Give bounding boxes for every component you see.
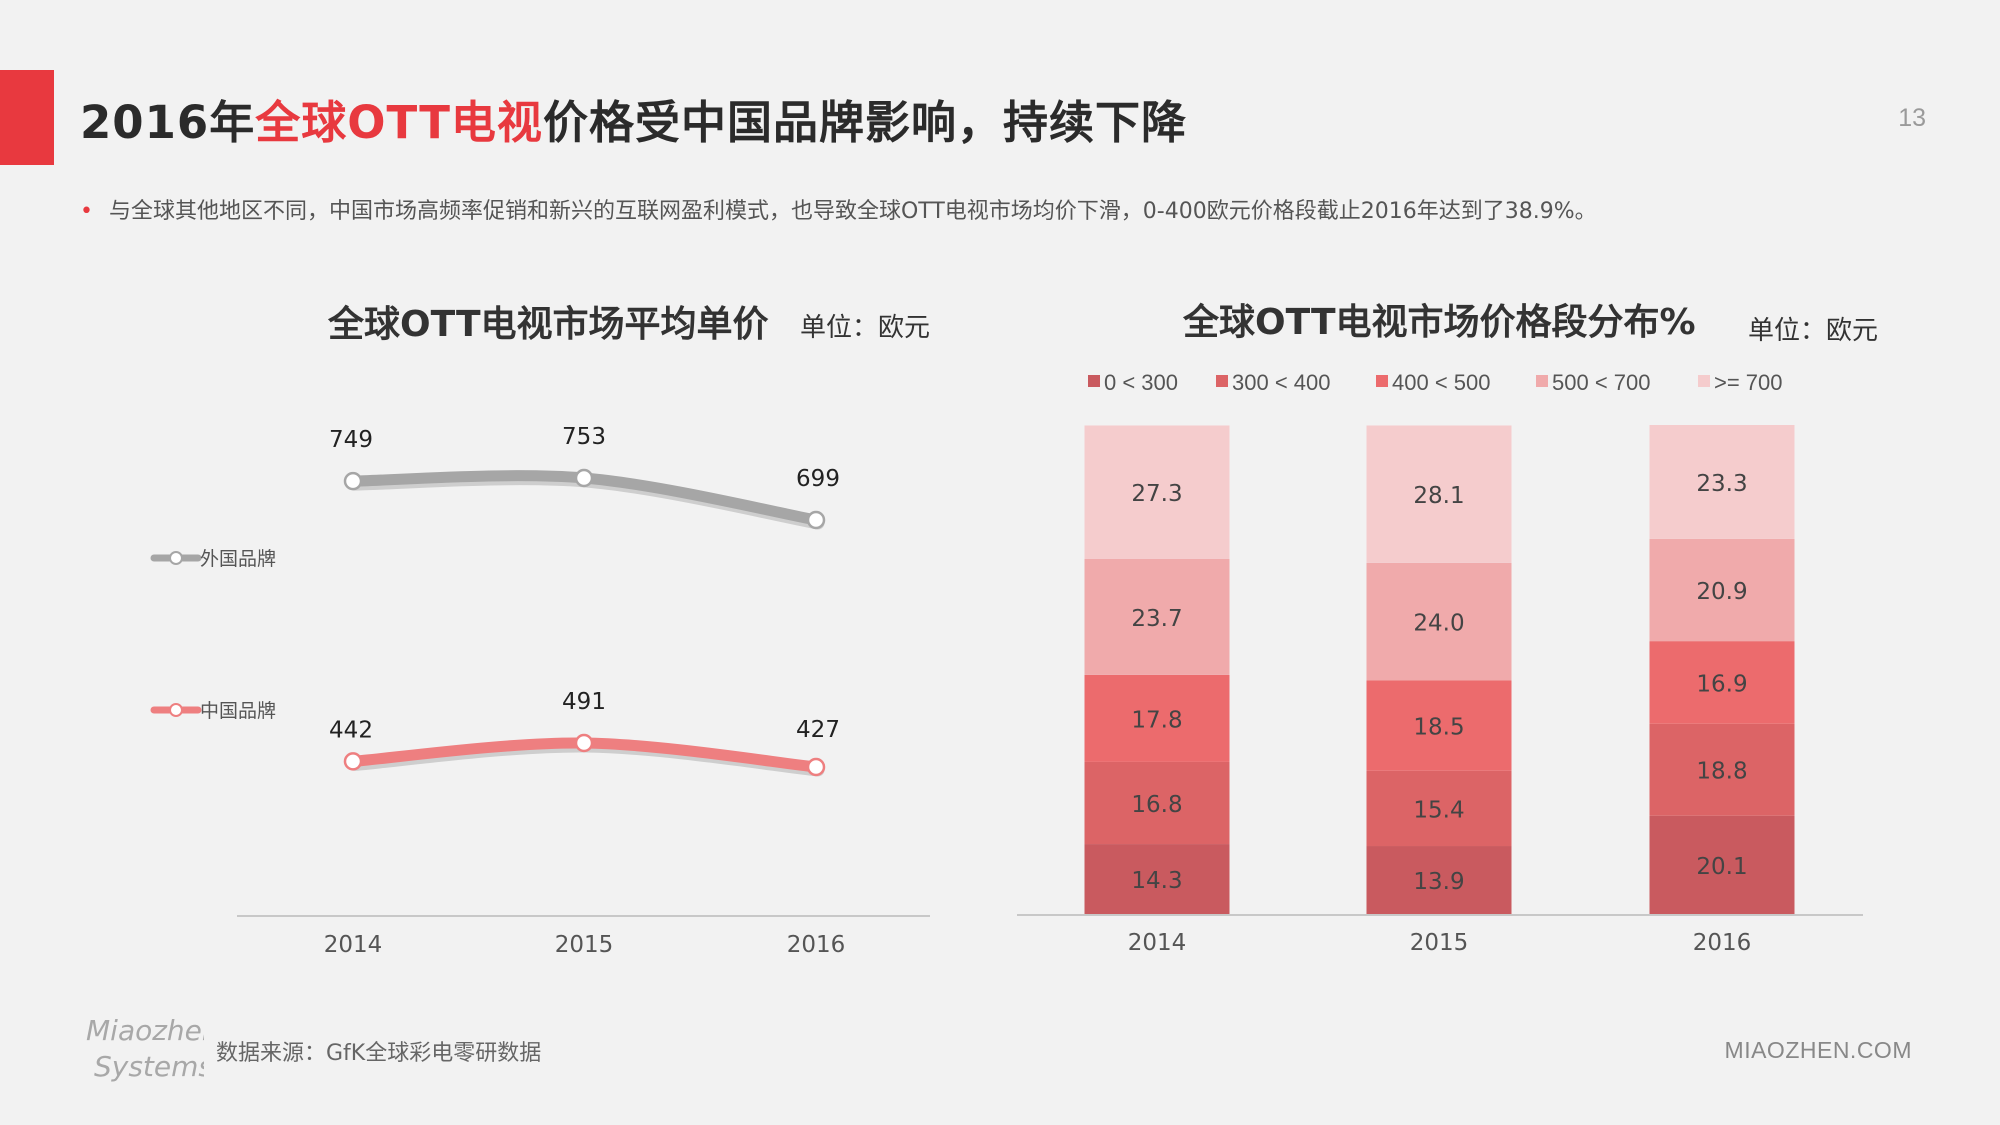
line-chart-x-tick: 2014 xyxy=(324,932,383,958)
summary-bullet: • 与全球其他地区不同，中国市场高频率促销和新兴的互联网盈利模式，也导致全球OTT… xyxy=(80,193,1597,225)
page-number: 13 xyxy=(1898,104,1926,132)
bar-segment xyxy=(1366,562,1512,681)
legend-marker-icon xyxy=(169,551,183,565)
bar-segment xyxy=(1366,425,1512,563)
bar-value-label: 13.9 xyxy=(1413,869,1464,895)
bar-legend-swatch xyxy=(1216,375,1228,387)
line-data-label: 749 xyxy=(329,427,373,453)
line-data-point xyxy=(806,757,826,777)
bar-value-label: 20.1 xyxy=(1696,854,1747,880)
bar-chart-x-tick: 2016 xyxy=(1693,930,1752,956)
bar-segment xyxy=(1649,641,1795,724)
title-part-2: 价格受中国品牌影响，持续下降 xyxy=(542,96,1187,149)
page-title: 2016年全球OTT电视价格受中国品牌影响，持续下降 xyxy=(80,86,1187,151)
miaozhen-logo: Miaozhen· Systems xyxy=(86,1014,204,1083)
bar-segment xyxy=(1366,846,1512,914)
bar-value-label: 15.4 xyxy=(1413,797,1464,823)
line-data-label: 753 xyxy=(562,424,606,450)
line-data-label: 699 xyxy=(796,466,840,492)
site-url: MIAOZHEN.COM xyxy=(1724,1037,1912,1063)
bar-legend-label: 500 < 700 xyxy=(1552,370,1650,395)
bar-chart-x-tick: 2015 xyxy=(1410,930,1469,956)
bar-value-label: 17.8 xyxy=(1131,707,1182,733)
legend-marker-icon xyxy=(169,703,183,717)
line-chart-unit: 单位：欧元 xyxy=(800,313,930,343)
line-data-point xyxy=(343,471,363,491)
bar-legend-label: 300 < 400 xyxy=(1232,370,1330,395)
bar-value-label: 27.3 xyxy=(1131,481,1182,507)
data-source: 数据来源：GfK全球彩电零研数据 xyxy=(216,1041,542,1066)
bar-segment xyxy=(1649,815,1795,914)
bar-legend-swatch xyxy=(1376,375,1388,387)
bar-legend-swatch xyxy=(1698,375,1710,387)
logo-line-2: Systems xyxy=(94,1050,204,1083)
bar-legend-label: >= 700 xyxy=(1714,370,1783,395)
line-chart-title: 全球OTT电视市场平均单价 xyxy=(327,303,769,345)
bar-value-label: 18.8 xyxy=(1696,759,1747,785)
bar-value-label: 16.9 xyxy=(1696,671,1747,697)
bar-legend-label: 0 < 300 xyxy=(1104,370,1178,395)
title-highlight: 全球OTT电视 xyxy=(255,96,543,149)
bar-value-label: 23.3 xyxy=(1696,471,1747,497)
bar-value-label: 23.7 xyxy=(1131,606,1182,632)
bar-value-label: 14.3 xyxy=(1131,868,1182,894)
line-data-label: 442 xyxy=(329,717,373,743)
bar-segment xyxy=(1084,558,1230,675)
bar-segment xyxy=(1649,723,1795,816)
line-legend-label: 外国品牌 xyxy=(200,548,276,570)
bar-segment xyxy=(1649,538,1795,642)
line-chart-x-tick: 2016 xyxy=(787,932,846,958)
line-data-label: 491 xyxy=(562,689,606,715)
line-data-point xyxy=(574,733,594,753)
bar-segment xyxy=(1084,674,1230,762)
bar-segment xyxy=(1649,425,1795,539)
bar-legend-label: 400 < 500 xyxy=(1392,370,1490,395)
bar-segment xyxy=(1084,844,1230,914)
bar-value-label: 20.9 xyxy=(1696,579,1747,605)
line-legend-label: 中国品牌 xyxy=(200,700,276,722)
bar-segment xyxy=(1366,680,1512,771)
bar-segment xyxy=(1084,425,1230,559)
bar-value-label: 28.1 xyxy=(1413,483,1464,509)
summary-text: 与全球其他地区不同，中国市场高频率促销和新兴的互联网盈利模式，也导致全球OTT电… xyxy=(108,199,1597,224)
bar-value-label: 24.0 xyxy=(1413,611,1464,637)
bullet-dot-icon: • xyxy=(80,199,93,224)
bar-value-label: 16.8 xyxy=(1131,792,1182,818)
line-chart-x-tick: 2015 xyxy=(555,932,614,958)
bar-legend-swatch xyxy=(1536,375,1548,387)
line-data-label: 427 xyxy=(796,717,840,743)
bar-legend-swatch xyxy=(1088,375,1100,387)
bar-value-label: 18.5 xyxy=(1413,714,1464,740)
bar-chart-title: 全球OTT电视市场价格段分布% xyxy=(1182,301,1696,343)
bar-chart-x-tick: 2014 xyxy=(1128,930,1187,956)
bar-segment xyxy=(1084,761,1230,845)
line-data-point xyxy=(343,752,363,771)
title-accent-bar xyxy=(0,70,54,165)
bar-segment xyxy=(1366,770,1512,847)
logo-line-1: Miaozhen· xyxy=(86,1014,204,1047)
line-data-point xyxy=(806,510,826,530)
line-data-point xyxy=(574,468,594,488)
title-part-1: 2016年 xyxy=(80,96,256,149)
bar-chart-unit: 单位：欧元 xyxy=(1748,316,1878,346)
